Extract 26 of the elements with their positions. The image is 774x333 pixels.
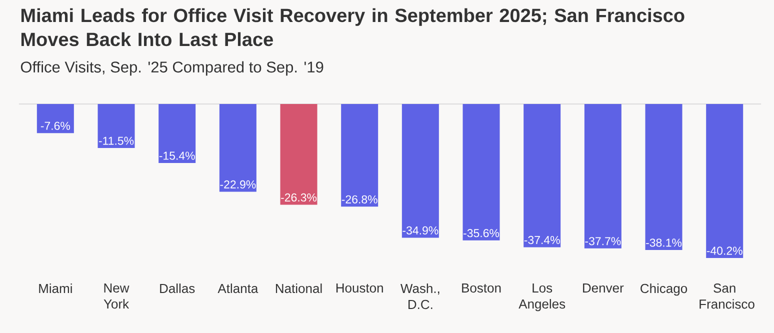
data-label: -26.3%	[281, 193, 317, 202]
x-tick-label: Houston	[336, 284, 383, 293]
data-label: -15.4%	[159, 152, 195, 160]
data-label: -26.8%	[342, 195, 378, 204]
data-label: -11.5%	[98, 136, 134, 145]
x-tick-label: Denver	[583, 284, 624, 293]
x-tick-label: Atlanta	[218, 284, 258, 294]
x-tick-label: New York	[104, 284, 130, 309]
data-label: -34.9%	[402, 226, 438, 234]
x-tick-label: Chicago	[640, 284, 688, 296]
data-label: -7.6%	[40, 122, 70, 130]
data-label: -22.9%	[220, 180, 256, 189]
data-label: -38.1%	[646, 238, 682, 247]
x-tick-label: Boston	[462, 284, 501, 293]
chart-subtitle: Office Visits, Sep. '25 Compared to Sep. '19	[20, 61, 324, 76]
data-label: -40.2%	[706, 246, 742, 255]
data-label: -35.6%	[464, 229, 500, 238]
data-label: -37.7%	[585, 237, 621, 246]
x-tick-label: Los Angeles	[518, 284, 566, 312]
chart-title: Miami Leads for Office Visit Recovery in September 2025; San Francisco Moves Back Into Last Place	[21, 8, 684, 46]
x-tick-label: Dallas	[160, 284, 195, 294]
x-tick-label: Wash., D.C.	[400, 284, 440, 310]
x-tick-label: National	[276, 284, 322, 294]
data-label: -37.4%	[524, 236, 560, 244]
x-tick-label: San Francisco	[700, 284, 754, 309]
x-tick-label: Miami	[39, 284, 72, 294]
